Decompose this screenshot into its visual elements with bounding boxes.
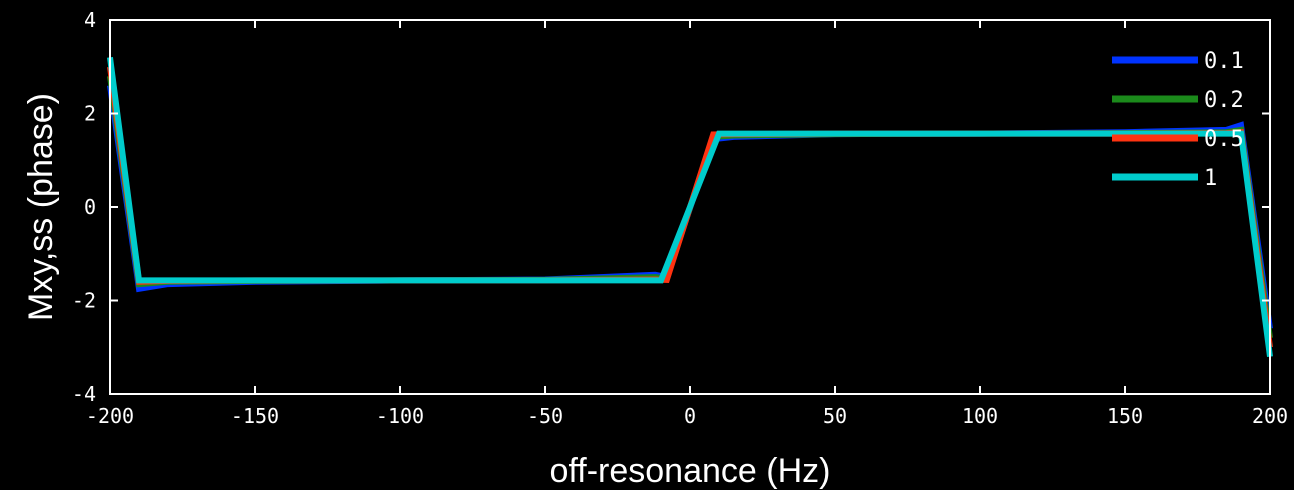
legend-label-0-5: 0.5 [1204, 127, 1244, 152]
y-tick-label: -2 [72, 289, 96, 313]
x-tick-label: 150 [1107, 404, 1143, 428]
x-axis-title: off-resonance (Hz) [550, 452, 831, 490]
x-tick-label: 100 [962, 404, 998, 428]
x-tick-label: -150 [231, 404, 279, 428]
x-tick-label: 50 [823, 404, 847, 428]
legend-label-0-2: 0.2 [1204, 88, 1244, 113]
y-tick-label: 2 [84, 102, 96, 126]
y-ticks-layer: -4 -2 0 2 4 [72, 8, 1270, 406]
y-tick-label: -4 [72, 382, 96, 406]
x-tick-label: 200 [1252, 404, 1288, 428]
x-tick-label: -50 [527, 404, 563, 428]
x-tick-label: 0 [684, 404, 696, 428]
legend-label-0-1: 0.1 [1204, 49, 1244, 74]
y-axis-title: Mxy,ss (phase) [22, 93, 60, 321]
series-layer [107, 57, 1273, 357]
y-tick-label: 0 [84, 195, 96, 219]
y-tick-label: 4 [84, 8, 96, 32]
legend-label-1: 1 [1204, 166, 1217, 191]
x-ticks-layer: -200 -150 -100 -50 0 50 100 150 200 [86, 20, 1288, 428]
series-line-1 [107, 57, 1273, 357]
x-tick-label: -200 [86, 404, 134, 428]
x-tick-label: -100 [376, 404, 424, 428]
legend: 0.1 0.2 0.5 1 [1112, 49, 1244, 191]
